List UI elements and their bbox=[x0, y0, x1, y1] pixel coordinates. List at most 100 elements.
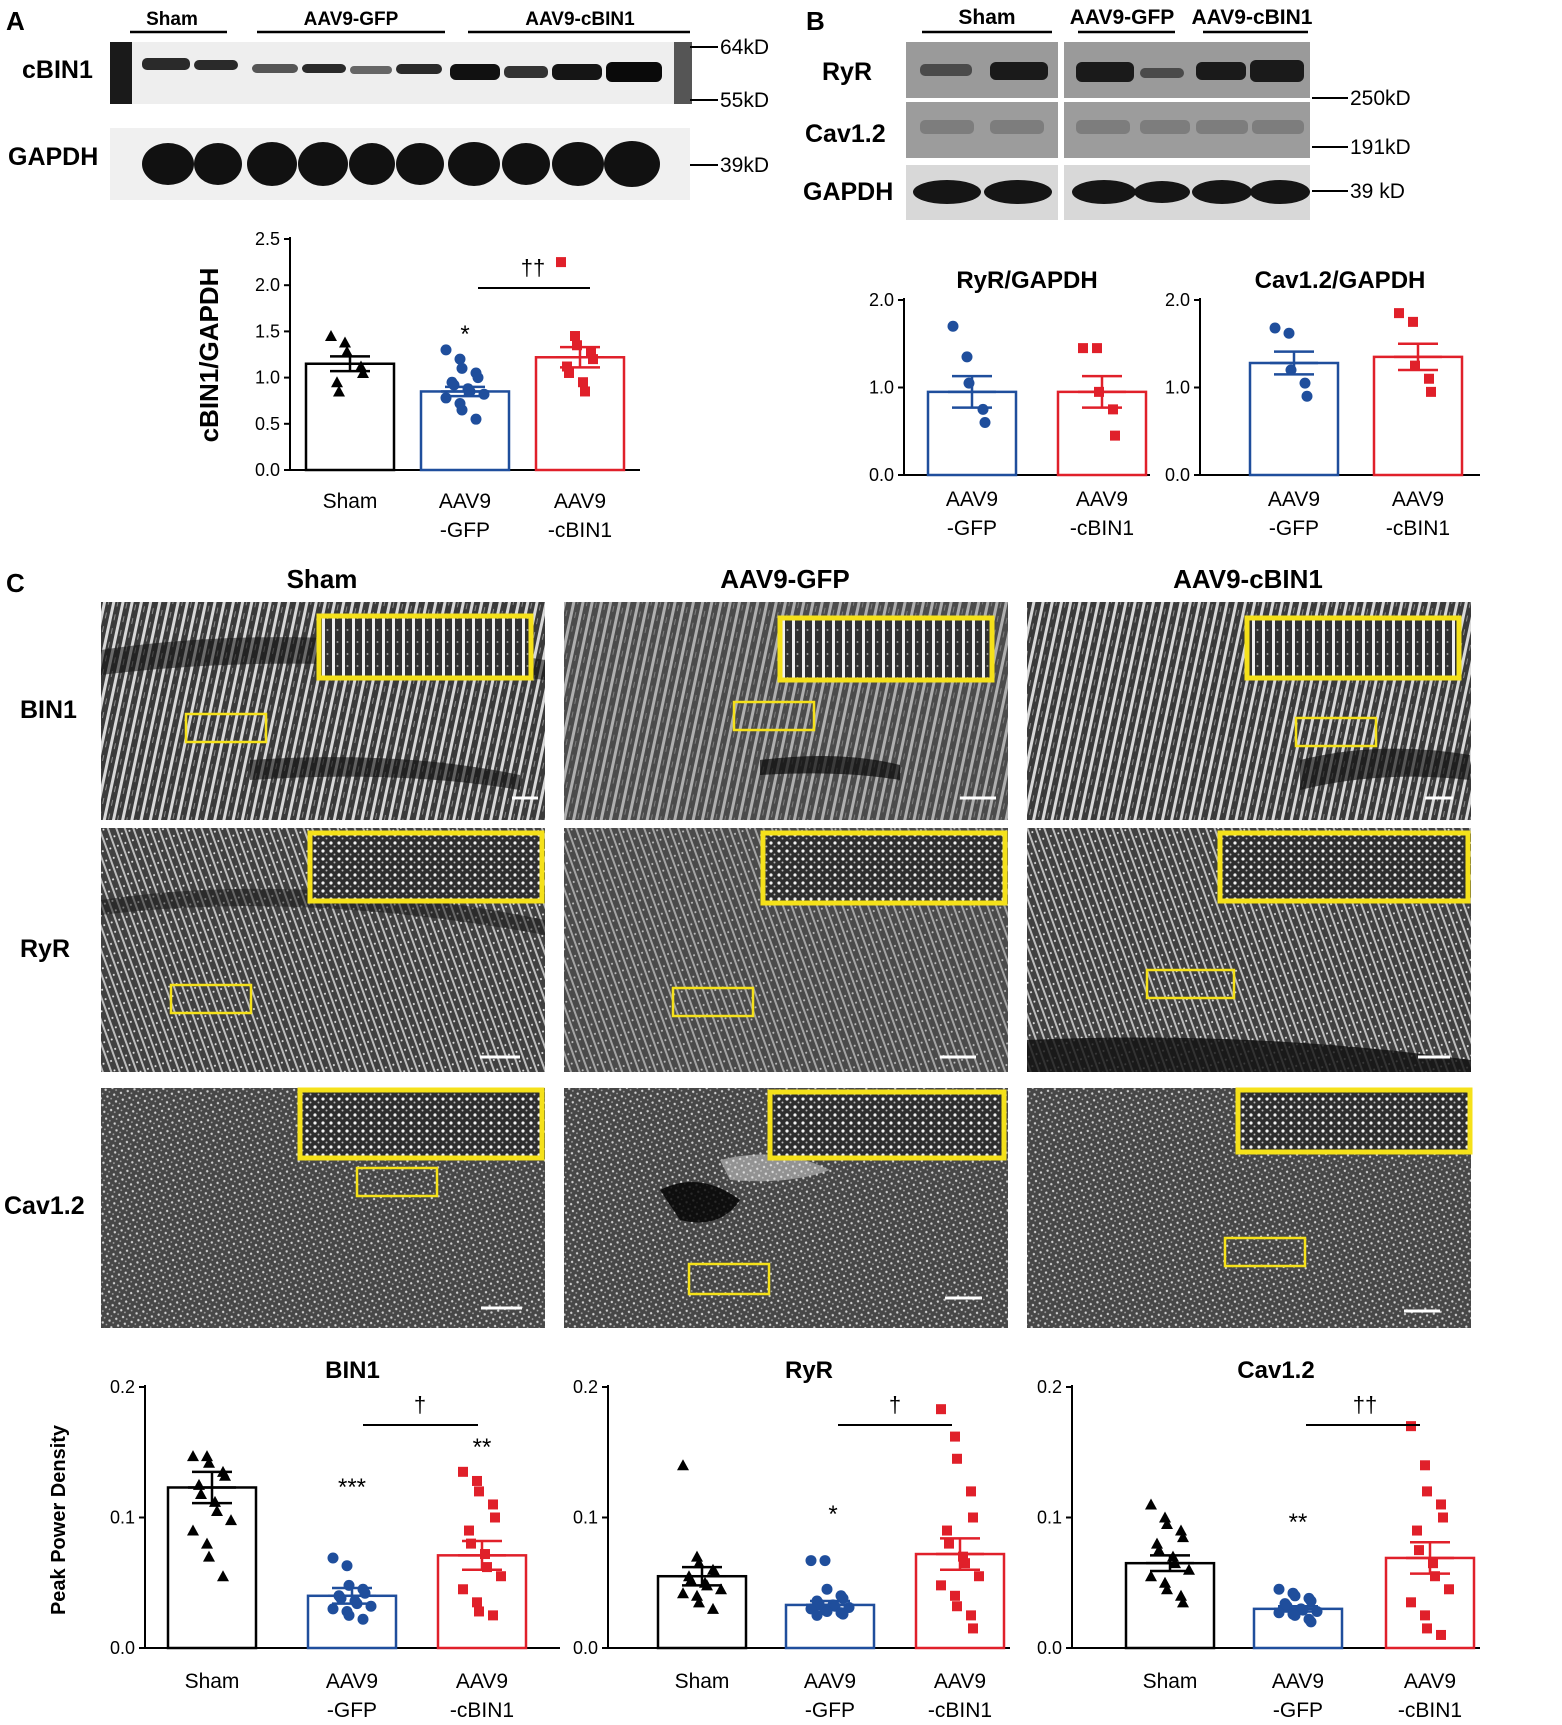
data-point bbox=[1408, 316, 1418, 327]
y-tick-label: 0.0 bbox=[1037, 1638, 1062, 1658]
data-point bbox=[1297, 1604, 1309, 1616]
data-point bbox=[960, 1558, 970, 1569]
category-label: AAV9 -cBIN1 bbox=[1386, 488, 1450, 540]
data-point bbox=[1422, 1486, 1432, 1497]
data-point bbox=[464, 385, 476, 397]
data-point bbox=[1094, 386, 1104, 397]
data-point bbox=[1078, 343, 1088, 354]
data-point bbox=[1420, 1610, 1430, 1621]
category-label-line: -cBIN1 bbox=[1398, 1699, 1462, 1722]
data-point bbox=[357, 1613, 369, 1625]
data-point bbox=[203, 1456, 215, 1468]
significance-marker: †† bbox=[1353, 1392, 1377, 1417]
data-point bbox=[1305, 1616, 1317, 1628]
data-point bbox=[821, 1583, 833, 1595]
data-point bbox=[466, 1538, 476, 1549]
inset-box bbox=[1244, 615, 1462, 681]
category-label: AAV9 -GFP bbox=[439, 490, 491, 542]
category-label: AAV9 -GFP bbox=[326, 1670, 378, 1722]
significance-marker: * bbox=[828, 1501, 837, 1528]
y-tick-label: 0.1 bbox=[573, 1508, 598, 1528]
data-point bbox=[472, 1597, 482, 1608]
data-point bbox=[556, 257, 566, 268]
data-point bbox=[458, 1466, 468, 1477]
roi-box bbox=[687, 1262, 771, 1296]
blot-a-row-label-cbin1: cBIN1 bbox=[22, 56, 93, 84]
data-point bbox=[701, 1579, 713, 1591]
data-point bbox=[693, 1596, 705, 1608]
blot-b-marker-191: 191kD bbox=[1350, 136, 1411, 159]
data-point bbox=[968, 1623, 978, 1634]
y-axis-label: Peak Power Density bbox=[48, 1424, 70, 1615]
bar bbox=[304, 362, 396, 472]
y-tick-label: 0.1 bbox=[110, 1508, 135, 1528]
data-point bbox=[458, 1584, 468, 1595]
data-point bbox=[193, 1478, 205, 1490]
chart-c-bin1: 0.0 0.1 0.2 BIN1 Peak Power Density Sham AAV9 -… bbox=[48, 1357, 560, 1722]
category-label: AAV9 -cBIN1 bbox=[450, 1670, 514, 1722]
significance-marker: *** bbox=[338, 1474, 366, 1501]
data-point bbox=[588, 354, 598, 365]
category-label-line: AAV9 bbox=[439, 490, 491, 513]
data-point bbox=[1444, 1584, 1454, 1595]
bar bbox=[1124, 1561, 1216, 1650]
data-point bbox=[968, 1512, 978, 1523]
data-point bbox=[357, 366, 369, 378]
blot-a-marker-64: 64kD bbox=[720, 36, 769, 59]
data-point bbox=[580, 386, 590, 397]
data-point bbox=[195, 1488, 207, 1500]
blot-a-group-gfp: AAV9-GFP bbox=[304, 9, 399, 30]
data-point bbox=[201, 1537, 213, 1549]
data-point bbox=[187, 1524, 199, 1536]
data-point bbox=[496, 1571, 506, 1582]
category-label-line: AAV9 bbox=[1076, 488, 1128, 511]
data-point bbox=[1283, 327, 1295, 339]
category-label-line: AAV9 bbox=[934, 1670, 986, 1693]
data-point bbox=[211, 1504, 223, 1516]
data-point bbox=[1406, 1597, 1416, 1608]
data-point bbox=[1269, 322, 1281, 334]
chart-title: RyR bbox=[785, 1357, 833, 1384]
category-label: AAV9 -cBIN1 bbox=[928, 1670, 992, 1722]
data-point bbox=[570, 331, 580, 342]
data-point bbox=[950, 1590, 960, 1601]
data-point bbox=[1410, 360, 1420, 371]
data-point bbox=[327, 1552, 339, 1564]
category-label-line: AAV9 bbox=[804, 1670, 856, 1693]
chart-a-cbin1: 0.0 0.5 1.0 1.5 2.0 2.5 cBIN1/GAPDH Sham AAV9 -GF… bbox=[194, 229, 640, 542]
data-point bbox=[979, 417, 991, 428]
y-tick-label: 0.5 bbox=[255, 414, 280, 434]
blot-b-row-label-gapdh: GAPDH bbox=[803, 178, 893, 206]
data-point bbox=[209, 1495, 221, 1507]
category-label-line: -GFP bbox=[805, 1699, 855, 1722]
inset-box bbox=[316, 613, 534, 681]
data-point bbox=[1177, 1596, 1189, 1608]
data-point bbox=[1424, 373, 1434, 384]
data-point bbox=[966, 1610, 976, 1621]
inset-box bbox=[1235, 1087, 1473, 1155]
data-point bbox=[1273, 1607, 1285, 1619]
data-point bbox=[1159, 1511, 1171, 1523]
category-label: AAV9 -cBIN1 bbox=[1398, 1670, 1462, 1722]
data-point bbox=[819, 1555, 831, 1567]
blot-b-marker-39: 39 kD bbox=[1350, 180, 1405, 203]
blot-b-row-label-cav: Cav1.2 bbox=[805, 120, 886, 148]
data-point bbox=[950, 1431, 960, 1442]
data-point bbox=[961, 351, 973, 363]
y-tick-label: 0.2 bbox=[1037, 1377, 1062, 1397]
data-point bbox=[440, 344, 452, 356]
roi-box bbox=[355, 1166, 439, 1198]
micrograph-cav-cbin1 bbox=[1027, 1087, 1473, 1328]
data-point bbox=[478, 388, 490, 400]
data-point bbox=[1426, 386, 1436, 397]
data-point bbox=[936, 1404, 946, 1415]
category-label-line: -GFP bbox=[1269, 517, 1319, 540]
blot-b-cav-bands bbox=[920, 120, 1304, 134]
data-point bbox=[837, 1608, 849, 1620]
data-point bbox=[805, 1555, 817, 1567]
category-label: Sham bbox=[185, 1670, 240, 1693]
data-point bbox=[691, 1550, 703, 1562]
data-point bbox=[472, 372, 484, 384]
data-point bbox=[1108, 404, 1118, 415]
data-point bbox=[1161, 1518, 1173, 1530]
